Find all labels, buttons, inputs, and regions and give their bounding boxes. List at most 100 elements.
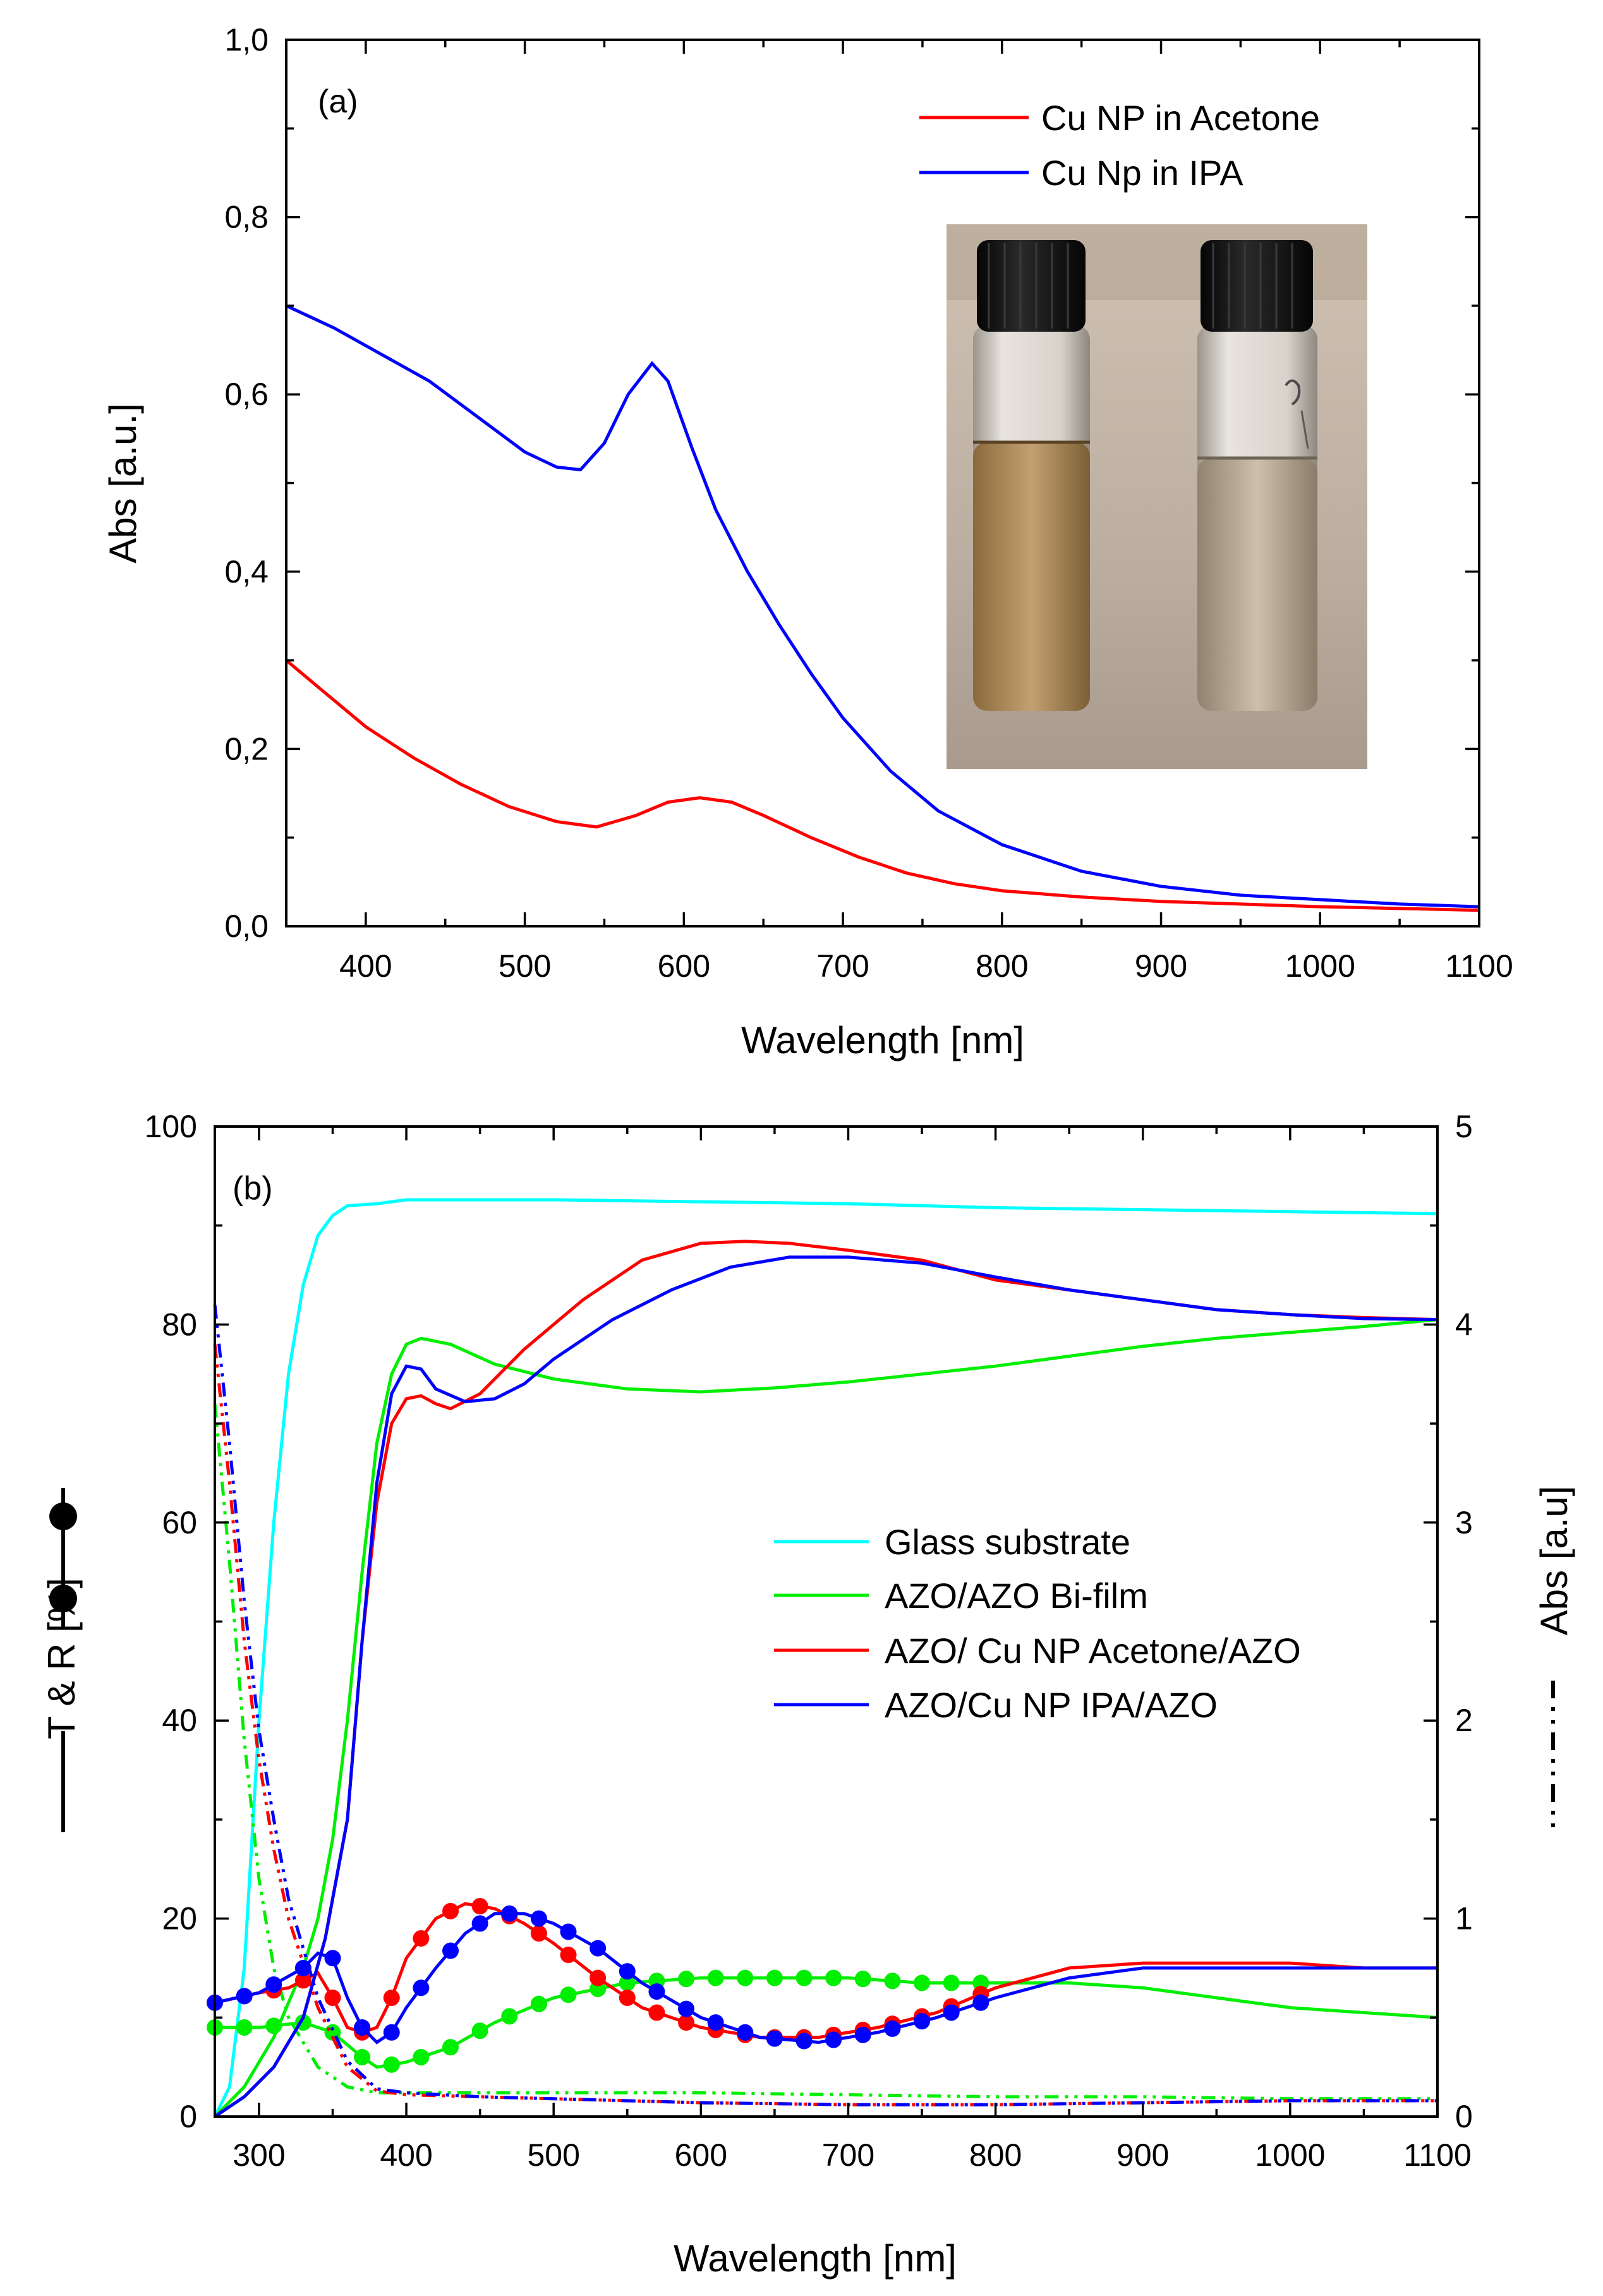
svg-text:Abs [a.u]: Abs [a.u] — [1533, 1486, 1575, 1636]
reflectance-marker-azo-bifilm — [501, 2008, 518, 2025]
reflectance-marker-azo-bifilm — [383, 2056, 400, 2073]
panel-a-x-axis-title: Wavelength [nm] — [741, 1019, 1024, 1061]
x-tick-label: 500 — [499, 948, 551, 984]
reflectance-marker-ipa — [265, 1976, 282, 1993]
x-tick-label: 600 — [658, 948, 710, 984]
reflectance-marker-azo-bifilm — [825, 1969, 842, 1986]
reflectance-marker-azo-bifilm — [795, 1969, 813, 1986]
x-tick-label: 1000 — [1285, 948, 1355, 984]
reflectance-marker-ipa — [590, 1940, 607, 1957]
x-tick-label: 1100 — [1445, 948, 1513, 984]
reflectance-marker-ipa — [442, 1942, 459, 1959]
reflectance-marker-azo-bifilm — [442, 2039, 459, 2056]
reflectance-marker-acetone — [324, 1989, 341, 2006]
reflectance-marker-acetone — [530, 1925, 547, 1942]
panel-a-y-axis-title: Abs [a.u.] — [102, 403, 144, 563]
reflectance-marker-ipa — [707, 2014, 724, 2031]
reflectance-marker-azo-bifilm — [236, 2019, 253, 2036]
reflectance-marker-azo-bifilm — [737, 1969, 754, 1986]
y2-tick-label: 0 — [1455, 2099, 1473, 2134]
reflectance-marker-ipa — [294, 1959, 312, 1976]
reflectance-marker-azo-bifilm — [265, 2017, 282, 2034]
x-tick-label: 500 — [527, 2137, 579, 2173]
reflectance-marker-azo-bifilm — [914, 1974, 931, 1991]
panel-b-label: (b) — [233, 1170, 273, 1207]
x-tick-label: 900 — [1135, 948, 1187, 984]
series-ipa — [207, 1255, 1438, 2118]
reflectance-marker-acetone — [678, 2014, 695, 2031]
legend-label-azo-bifilm: AZO/AZO Bi-film — [885, 1576, 1148, 1616]
series-glass — [213, 1198, 1438, 2118]
reflectance-marker-ipa — [324, 1950, 341, 1967]
x-tick-label: 1100 — [1403, 2137, 1472, 2173]
panel-b-legend: Glass substrate AZO/AZO Bi-film AZO/ Cu … — [774, 1522, 1301, 1725]
reflectance-marker-azo-bifilm — [560, 1986, 577, 2003]
reflectance-marker-azo-bifilm — [707, 1969, 724, 1986]
reflectance-marker-ipa — [737, 2024, 754, 2041]
x-tick-label: 700 — [816, 948, 869, 984]
x-tick-label: 900 — [1116, 2137, 1169, 2173]
panel-a-label: (a) — [318, 83, 358, 120]
panel-b-y2-axis-title: Abs [a.u] — [1533, 1486, 1575, 1832]
x-tick-label: 800 — [969, 2137, 1022, 2173]
y-tick-label: 100 — [145, 1109, 197, 1144]
reflectance-marker-azo-bifilm — [766, 1969, 783, 1986]
vials-photo-inset — [947, 224, 1367, 769]
reflectance-marker-ipa — [471, 1915, 488, 1932]
reflectance-marker-ipa — [413, 1979, 430, 1997]
reflectance-marker-ipa — [354, 2019, 371, 2036]
reflectance-marker-azo-bifilm — [413, 2048, 430, 2065]
reflectance-marker-ipa — [943, 2004, 960, 2021]
panel-b-chart: 300 400 500 600 700 800 900 1000 110002040608010… — [40, 1109, 1575, 2280]
y2-tick-label: 1 — [1455, 1901, 1473, 1936]
reflectance-marker-ipa — [884, 2020, 901, 2037]
y2-tick-label: 4 — [1455, 1307, 1473, 1342]
x-tick-label: 600 — [675, 2137, 727, 2173]
y-tick-label: 0,4 — [224, 554, 269, 589]
x-tick-label: 400 — [380, 2137, 432, 2173]
reflectance-marker-acetone — [560, 1947, 577, 1964]
reflectance-marker-acetone — [619, 1989, 636, 2006]
legend-label-acetone: Cu NP in Acetone — [1041, 98, 1320, 138]
transmittance-line-glass — [213, 1198, 1438, 2118]
y-tick-label: 80 — [162, 1307, 197, 1342]
y-tick-label: 60 — [162, 1505, 197, 1540]
y2-tick-label: 2 — [1455, 1703, 1473, 1738]
reflectance-marker-ipa — [560, 1923, 577, 1940]
reflectance-marker-ipa — [236, 1988, 253, 2005]
y-tick-label: 20 — [162, 1901, 197, 1936]
y-tick-label: 0,6 — [224, 377, 269, 412]
x-tick-label: 700 — [822, 2137, 874, 2173]
transmittance-line-ipa — [214, 1255, 1438, 2118]
reflectance-marker-ipa — [678, 2000, 695, 2017]
y-tick-label: 0,2 — [224, 731, 269, 766]
abs-line-ipa — [213, 1304, 1437, 2106]
legend-label-acetone-b: AZO/ Cu NP Acetone/AZO — [885, 1631, 1301, 1671]
reflectance-marker-ipa — [648, 1983, 665, 2000]
reflectance-marker-ipa — [501, 1905, 518, 1922]
reflectance-marker-azo-bifilm — [619, 1974, 636, 1991]
marker-glyph-dot — [49, 1585, 77, 1612]
reflectance-marker-acetone — [442, 1902, 459, 1919]
y-tick-label: 0,0 — [224, 909, 269, 944]
y-tick-label: 1,0 — [224, 22, 269, 57]
reflectance-marker-ipa — [619, 1963, 636, 1980]
x-tick-label: 400 — [339, 948, 392, 984]
panel-b-y-axis-title: T & R [%] — [40, 1488, 83, 1832]
reflectance-marker-ipa — [825, 2031, 842, 2048]
y2-tick-label: 5 — [1455, 1109, 1473, 1144]
series-line-ipa — [285, 304, 1480, 909]
reflectance-marker-ipa — [972, 1994, 989, 2011]
y-tick-label: 0 — [179, 2099, 197, 2134]
reflectance-marker-azo-bifilm — [884, 1973, 901, 1990]
reflectance-marker-acetone — [471, 1898, 488, 1915]
reflectance-marker-acetone — [590, 1969, 607, 1986]
reflectance-marker-ipa — [383, 2024, 400, 2041]
y-tick-label: 0,8 — [224, 200, 269, 235]
reflectance-marker-ipa — [854, 2026, 871, 2043]
reflectance-marker-acetone — [648, 2004, 665, 2021]
x-tick-label: 800 — [976, 948, 1028, 984]
reflectance-marker-acetone — [383, 1989, 400, 2006]
reflectance-marker-acetone — [294, 1972, 312, 1989]
